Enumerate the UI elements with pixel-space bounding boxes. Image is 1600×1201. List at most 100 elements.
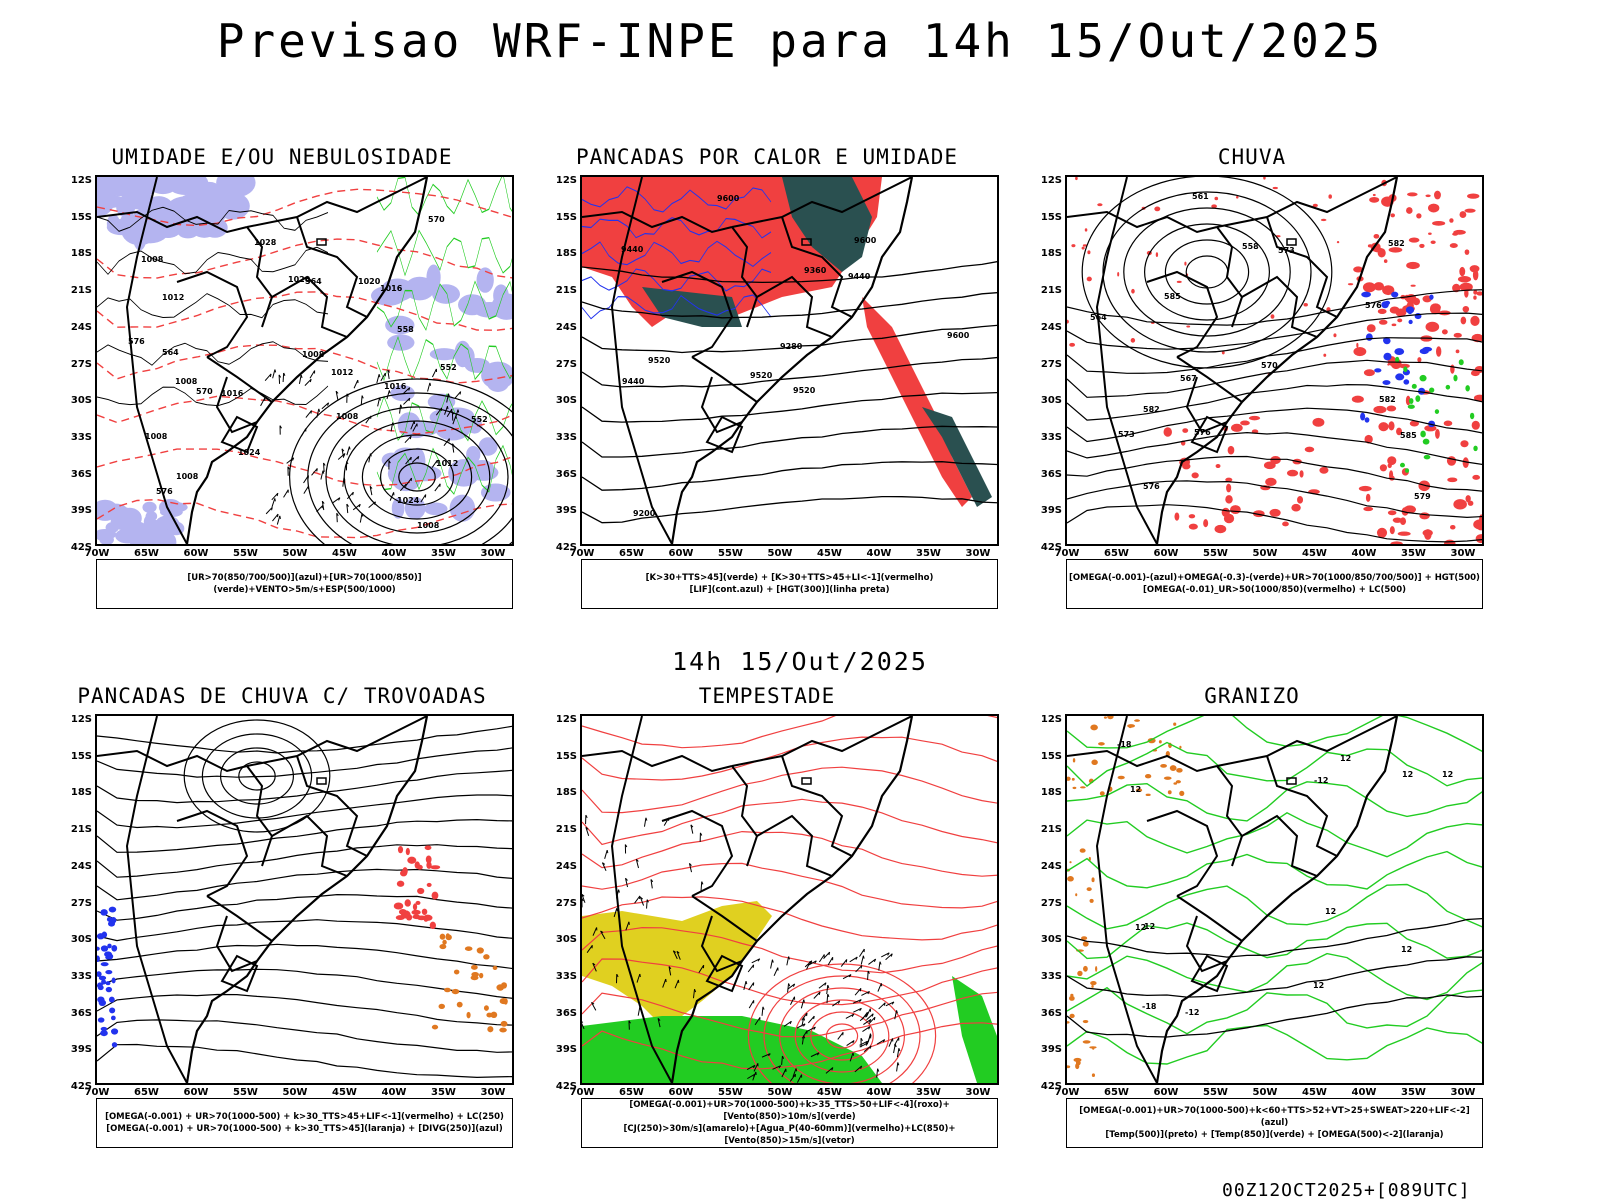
lat-tick-label: 39S xyxy=(62,505,92,516)
lon-tick-label: 55W xyxy=(716,1087,746,1098)
contour-label: 9280 xyxy=(780,342,803,351)
contour-label: 9440 xyxy=(622,377,645,386)
lat-tick-label: 27S xyxy=(547,898,577,909)
lat-tick-label: 18S xyxy=(62,787,92,798)
legend-line: [UR>70(850/700/500)](azul)+[UR>70(1000/8… xyxy=(97,572,512,596)
lon-tick-label: 45W xyxy=(1300,548,1330,559)
map-svg: 9600960096009520952095209440944094409360… xyxy=(582,177,997,544)
rain-red-scatter xyxy=(1067,177,1477,376)
storm-red-area xyxy=(394,845,440,929)
lon-tick-label: 50W xyxy=(280,548,310,559)
lon-tick-label: 50W xyxy=(280,1087,310,1098)
lat-tick-label: 15S xyxy=(62,212,92,223)
lat-tick-label: 15S xyxy=(1032,751,1062,762)
contour-label: 12 xyxy=(1325,907,1336,916)
panel-legend: [OMEGA(-0.001)-(azul)+OMEGA(-0.3)-(verde… xyxy=(1066,559,1483,609)
lon-tick-label: 65W xyxy=(617,548,647,559)
lat-tick-label: 15S xyxy=(547,212,577,223)
map-area xyxy=(580,714,999,1085)
lon-tick-label: 30W xyxy=(1448,1087,1478,1098)
contour-label: 558 xyxy=(1242,242,1259,251)
contour-label: 1012 xyxy=(436,459,458,468)
lat-tick-label: 12S xyxy=(1032,175,1062,186)
run-footer: 00Z12OCT2025+[089UTC] xyxy=(1222,1180,1471,1201)
lon-tick-label: 60W xyxy=(1151,1087,1181,1098)
legend-line: [CJ(250)>30m/s](amarelo)+[Agua_P(40-60mm… xyxy=(582,1123,997,1147)
lat-tick-label: 18S xyxy=(547,787,577,798)
lon-tick-label: 55W xyxy=(231,1087,261,1098)
contour-label: 1008 xyxy=(175,377,198,386)
panel-legend: [OMEGA(-0.001) + UR>70(1000-500) + k>30_… xyxy=(96,1098,513,1148)
lat-tick-label: 36S xyxy=(62,469,92,480)
lon-tick-label: 70W xyxy=(1052,1087,1082,1098)
lon-tick-label: 45W xyxy=(815,548,845,559)
lat-tick-label: 39S xyxy=(547,1044,577,1055)
panel-title: CHUVA xyxy=(1022,145,1482,169)
contour-label: 9520 xyxy=(648,356,671,365)
lat-tick-label: 12S xyxy=(1032,714,1062,725)
contour-label: 1024 xyxy=(397,496,420,505)
lon-tick-label: 60W xyxy=(666,1087,696,1098)
lon-tick-label: 50W xyxy=(1250,548,1280,559)
lon-tick-label: 30W xyxy=(963,1087,993,1098)
lat-tick-label: 30S xyxy=(547,395,577,406)
contour-label: 570 xyxy=(428,215,445,224)
contour-label: -12 xyxy=(1314,776,1328,785)
lon-tick-label: 30W xyxy=(478,548,508,559)
lon-tick-label: 45W xyxy=(815,1087,845,1098)
contour-label: 9520 xyxy=(793,386,816,395)
lat-tick-label: 27S xyxy=(1032,359,1062,370)
lat-tick-label: 18S xyxy=(62,248,92,259)
panel-legend: [K>30+TTS>45](verde) + [K>30+TTS>45+LI<-… xyxy=(581,559,998,609)
contour-label: 1008 xyxy=(141,255,164,264)
contour-label: 9440 xyxy=(848,272,871,281)
lon-tick-label: 30W xyxy=(963,548,993,559)
lon-tick-label: 40W xyxy=(379,548,409,559)
lon-tick-label: 45W xyxy=(1300,1087,1330,1098)
lon-tick-label: 65W xyxy=(132,1087,162,1098)
contour-label: 1012 xyxy=(331,368,353,377)
lat-tick-label: 33S xyxy=(547,971,577,982)
lat-tick-label: 15S xyxy=(62,751,92,762)
lon-tick-label: 65W xyxy=(132,548,162,559)
lon-tick-label: 35W xyxy=(1399,548,1429,559)
lon-tick-label: 35W xyxy=(429,548,459,559)
lat-tick-label: 30S xyxy=(1032,934,1062,945)
legend-line: [OMEGA(-0.001)-(azul)+OMEGA(-0.3)-(verde… xyxy=(1069,572,1480,584)
legend-line: [OMEGA(-0.001) + UR>70(1000-500) + k>30_… xyxy=(106,1123,502,1135)
lon-tick-label: 40W xyxy=(1349,548,1379,559)
map-svg: 1008100810081008101210121008101610161020… xyxy=(97,177,512,544)
contour-label: 576 xyxy=(1143,482,1160,491)
lat-tick-label: 15S xyxy=(547,751,577,762)
contour-label: 1016 xyxy=(221,389,244,398)
legend-line: [OMEGA(-0.001)+UR>70(1000-500)+k<60+TTS>… xyxy=(1067,1105,1482,1129)
lon-tick-label: 45W xyxy=(330,548,360,559)
lon-tick-label: 55W xyxy=(1201,1087,1231,1098)
lat-tick-label: 18S xyxy=(1032,787,1062,798)
map-svg: 5855825855825765765735705675645615585795… xyxy=(1067,177,1482,544)
map-area xyxy=(95,714,514,1085)
contour-label: 12 xyxy=(1313,981,1324,990)
contour-label: 576 xyxy=(156,487,173,496)
lc850-streamlines xyxy=(582,716,997,1069)
lat-tick-label: 39S xyxy=(1032,1044,1062,1055)
legend-line: [LIF](cont.azul) + [HGT(300)](linha pret… xyxy=(689,584,889,596)
lat-tick-label: 12S xyxy=(547,714,577,725)
lat-tick-label: 27S xyxy=(62,359,92,370)
lat-tick-label: 27S xyxy=(62,898,92,909)
jet-yellow-area xyxy=(582,901,772,1026)
contour-label: 9600 xyxy=(717,194,740,203)
lat-tick-label: 24S xyxy=(547,861,577,872)
contour-label: 1008 xyxy=(145,432,168,441)
contour-label: 12 xyxy=(1401,945,1412,954)
lon-tick-label: 40W xyxy=(1349,1087,1379,1098)
lon-tick-label: 55W xyxy=(1201,548,1231,559)
lon-tick-label: 70W xyxy=(82,1087,112,1098)
legend-line: [K>30+TTS>45](verde) + [K>30+TTS>45+LI<-… xyxy=(646,572,934,584)
